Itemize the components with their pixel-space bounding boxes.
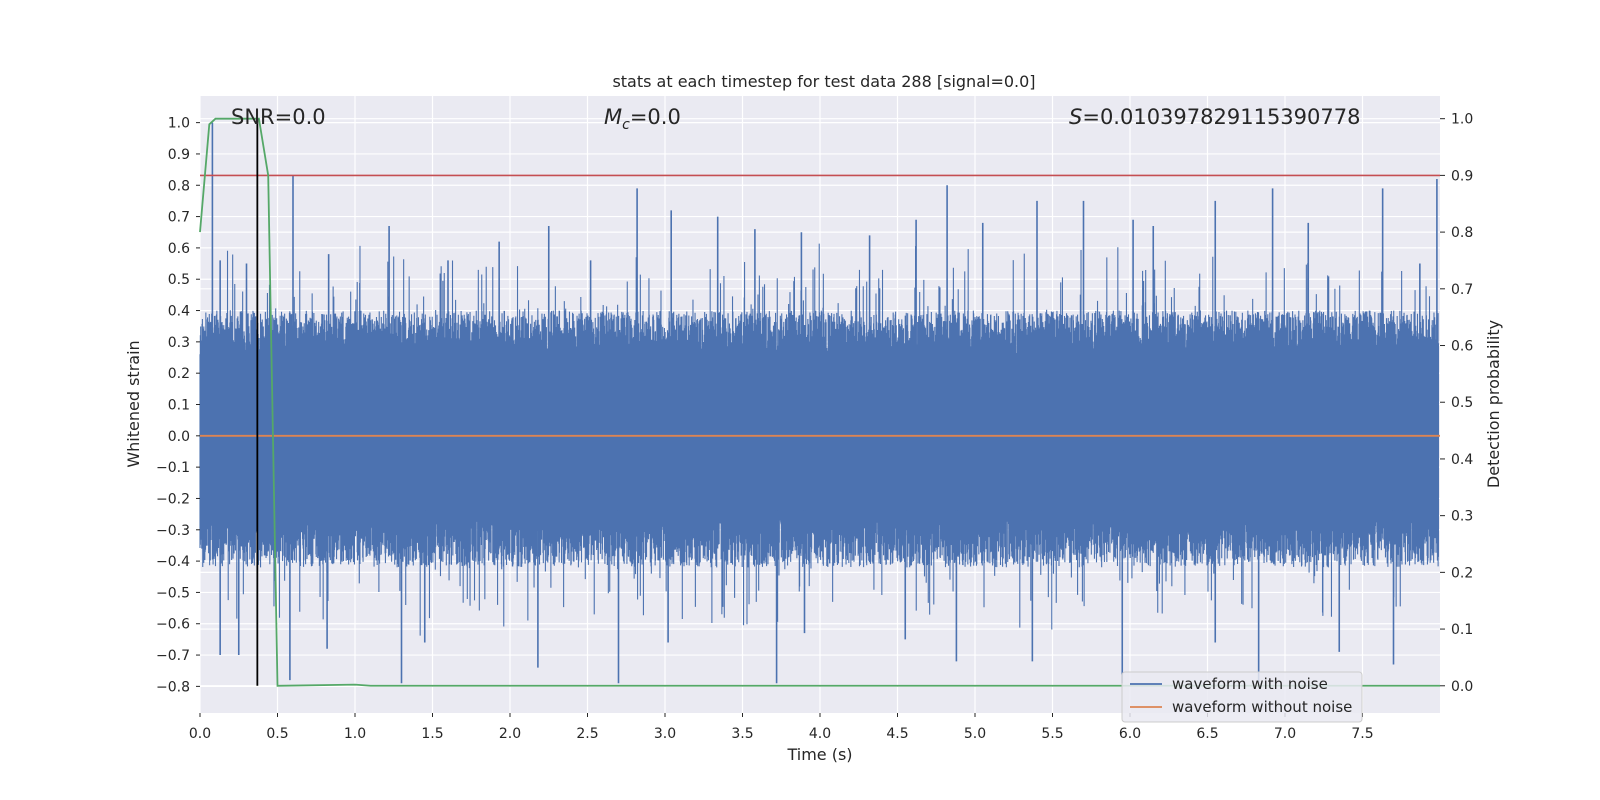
detection-probability-line xyxy=(199,117,1440,687)
x-axis-ticks: 0.0 0.5 1.0 1.5 2.0 2.5 3.0 3.5 4.0 4.5 5.0 5.5 6.0 6… xyxy=(189,713,1374,742)
annotation-chirp-mass-subscript: c xyxy=(622,117,630,133)
x-axis-label: Time (s) xyxy=(786,745,852,764)
y-tick-label: −0.7 xyxy=(156,648,190,664)
y2-tick-label: 0.7 xyxy=(1451,282,1473,298)
y-tick-label: 0.0 xyxy=(168,429,190,445)
x-tick-label: 3.5 xyxy=(731,726,753,742)
y-tick-label: 0.6 xyxy=(168,241,190,257)
annotation-snr: SNR=0.0 xyxy=(231,105,326,129)
y2-tick-label: 0.5 xyxy=(1451,395,1473,411)
y2-tick-label: 0.6 xyxy=(1451,339,1473,355)
plot-area xyxy=(199,96,1440,713)
annotation-score-value: =0.010397829115390778 xyxy=(1082,105,1360,129)
annotation-chirp-mass-symbol: M xyxy=(604,105,622,129)
legend-box xyxy=(1121,671,1363,723)
y-tick-label: −0.3 xyxy=(156,523,190,539)
x-tick-label: 3.0 xyxy=(654,726,676,742)
chart-title: stats at each timestep for test data 288… xyxy=(612,72,1035,91)
y2-tick-label: 0.4 xyxy=(1451,452,1473,468)
annotation-score: S=0.010397829115390778 xyxy=(1069,105,1360,129)
legend-label-waveform-without-noise: waveform without noise xyxy=(1172,698,1352,716)
annotation-chirp-mass: Mc=0.0 xyxy=(604,105,681,133)
y-tick-label: −0.8 xyxy=(156,679,190,695)
overlay xyxy=(199,117,1440,687)
x-tick-label: 1.5 xyxy=(421,726,443,742)
y-tick-label: 0.9 xyxy=(168,147,190,163)
y-tick-label: 1.0 xyxy=(168,116,190,132)
annotation-score-symbol: S xyxy=(1069,105,1082,129)
y-tick-label: −0.5 xyxy=(156,585,190,601)
x-tick-label: 0.0 xyxy=(189,726,211,742)
y-tick-label: 0.2 xyxy=(168,366,190,382)
y2-tick-label: 0.8 xyxy=(1451,225,1473,241)
x-tick-label: 7.5 xyxy=(1351,726,1373,742)
y-axis-label: Whitened strain xyxy=(124,340,143,467)
x-tick-label: 0.5 xyxy=(266,726,288,742)
x-tick-label: 4.0 xyxy=(809,726,831,742)
y-tick-label: 0.8 xyxy=(168,178,190,194)
y2-tick-label: 0.2 xyxy=(1451,565,1473,581)
y2-tick-label: 0.9 xyxy=(1451,168,1473,184)
x-tick-label: 5.5 xyxy=(1041,726,1063,742)
legend: waveform with noise waveform without noi… xyxy=(1121,671,1363,723)
y2-tick-label: 0.1 xyxy=(1451,622,1473,638)
x-tick-label: 6.0 xyxy=(1119,726,1141,742)
legend-label-waveform-with-noise: waveform with noise xyxy=(1172,675,1328,693)
y-tick-label: 0.4 xyxy=(168,304,190,320)
x-tick-label: 7.0 xyxy=(1274,726,1296,742)
x-tick-label: 2.0 xyxy=(499,726,521,742)
y2-axis-label: Detection probability xyxy=(1484,320,1503,488)
y-tick-label: 0.1 xyxy=(168,398,190,414)
y2-tick-label: 0.3 xyxy=(1451,509,1473,525)
x-tick-label: 2.5 xyxy=(576,726,598,742)
x-tick-label: 1.0 xyxy=(344,726,366,742)
x-tick-label: 4.5 xyxy=(886,726,908,742)
y-tick-label: −0.1 xyxy=(156,460,190,476)
y-tick-label: −0.4 xyxy=(156,554,190,570)
y2-tick-label: 0.0 xyxy=(1451,679,1473,695)
y2-tick-label: 1.0 xyxy=(1451,112,1473,128)
annotation-chirp-mass-value: =0.0 xyxy=(630,105,681,129)
y-tick-label: 0.7 xyxy=(168,210,190,226)
y-tick-label: 0.3 xyxy=(168,335,190,351)
y2-axis-ticks: 0.0 0.1 0.2 0.3 0.4 0.5 0.6 0.7 0.8 0.9 1.0 xyxy=(1440,112,1473,695)
y-tick-label: 0.5 xyxy=(168,272,190,288)
y-axis-ticks: −0.8 −0.7 −0.6 −0.5 −0.4 −0.3 −0.2 −0.1 0.0 0.1 0.… xyxy=(156,116,200,695)
x-tick-label: 6.5 xyxy=(1196,726,1218,742)
x-tick-label: 5.0 xyxy=(964,726,986,742)
y-tick-label: −0.2 xyxy=(156,491,190,507)
y-tick-label: −0.6 xyxy=(156,617,190,633)
